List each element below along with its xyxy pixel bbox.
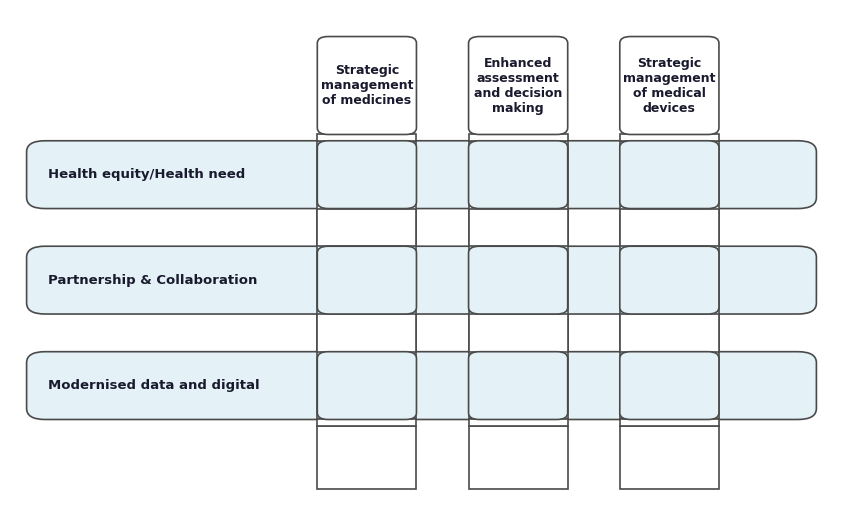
FancyBboxPatch shape: [27, 141, 816, 209]
Bar: [620, 314, 719, 351]
Bar: [620, 420, 719, 426]
Bar: [317, 209, 416, 246]
Text: Enhanced
assessment
and decision
making: Enhanced assessment and decision making: [474, 57, 562, 115]
FancyBboxPatch shape: [317, 246, 416, 314]
Bar: [317, 426, 416, 488]
Bar: [620, 426, 719, 488]
Bar: [620, 134, 719, 141]
FancyBboxPatch shape: [317, 36, 416, 134]
FancyBboxPatch shape: [469, 351, 567, 420]
Bar: [317, 134, 416, 141]
Bar: [469, 314, 567, 351]
Text: Partnership & Collaboration: Partnership & Collaboration: [47, 274, 257, 287]
Text: Strategic
management
of medicines: Strategic management of medicines: [320, 64, 413, 107]
FancyBboxPatch shape: [317, 141, 416, 209]
FancyBboxPatch shape: [620, 246, 719, 314]
Bar: [469, 420, 567, 426]
Bar: [317, 420, 416, 426]
Bar: [469, 141, 567, 420]
Text: Health equity/Health need: Health equity/Health need: [47, 168, 244, 181]
Bar: [469, 209, 567, 246]
Bar: [317, 314, 416, 351]
Text: Strategic
management
of medical
devices: Strategic management of medical devices: [623, 57, 716, 115]
FancyBboxPatch shape: [469, 246, 567, 314]
Bar: [620, 209, 719, 246]
FancyBboxPatch shape: [469, 36, 567, 134]
FancyBboxPatch shape: [620, 351, 719, 420]
Bar: [620, 141, 719, 420]
FancyBboxPatch shape: [27, 246, 816, 314]
Bar: [469, 134, 567, 141]
Text: Modernised data and digital: Modernised data and digital: [47, 379, 260, 392]
FancyBboxPatch shape: [620, 36, 719, 134]
FancyBboxPatch shape: [317, 351, 416, 420]
Bar: [469, 426, 567, 488]
FancyBboxPatch shape: [620, 141, 719, 209]
FancyBboxPatch shape: [27, 351, 816, 420]
Bar: [317, 141, 416, 420]
FancyBboxPatch shape: [469, 141, 567, 209]
